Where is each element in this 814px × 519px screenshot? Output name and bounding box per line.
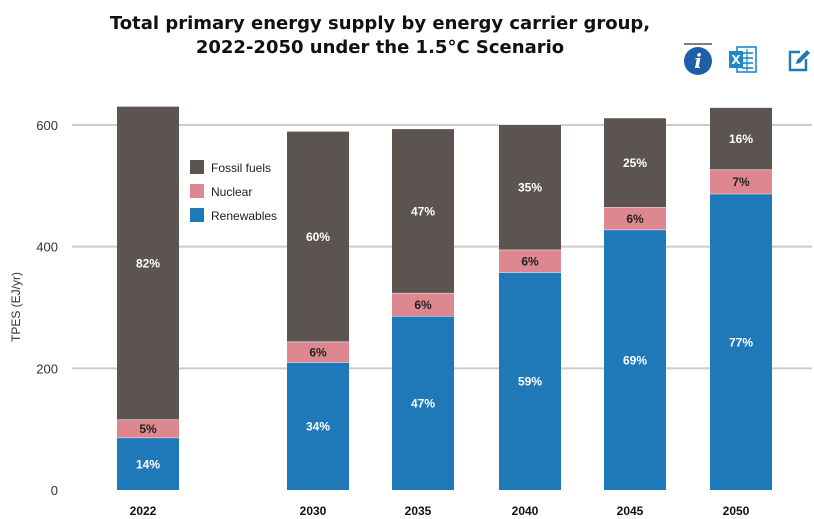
data-label: 7% [732,175,750,189]
excel-icon[interactable]: X [726,44,760,76]
x-tick-label: 2030 [300,504,327,518]
data-label: 5% [139,422,157,436]
legend-swatch-fossil-fuels [190,160,204,174]
data-label: 82% [136,256,160,270]
bar-renewables [117,437,179,490]
y-tick-label: 600 [36,118,58,133]
bar-renewables [604,229,666,490]
bar-fossil-fuels [392,128,454,293]
data-label: 59% [518,375,542,389]
data-label: 16% [729,132,753,146]
x-tick-label: 2022 [130,504,157,518]
chart-title-line-2: 2022-2050 under the 1.5°C Scenario [195,37,565,58]
chart-title: Total primary energy supply by energy ca… [60,12,700,60]
bar-nuclear [499,249,561,273]
data-label: 34% [306,420,330,434]
info-icon-glyph: i [694,49,702,73]
data-label: 14% [136,457,160,471]
data-label: 69% [623,353,647,367]
y-axis-label: TPES (EJ/yr) [9,272,23,342]
data-label: 6% [414,298,432,312]
data-label: 25% [623,156,647,170]
legend-label: Fossil fuels [211,161,271,175]
legend-label: Renewables [211,209,277,223]
excel-icon-glyph: X [731,53,741,67]
x-tick-label: 2035 [405,504,432,518]
y-tick-label: 400 [36,240,58,255]
legend-swatch-renewables [190,208,204,222]
x-tick-label: 2045 [617,504,644,518]
bar-fossil-fuels [117,106,179,420]
bar-renewables [710,193,772,490]
data-label: 35% [518,181,542,195]
bar-renewables [499,272,561,490]
data-label: 6% [521,254,539,268]
bar-fossil-fuels [710,107,772,170]
info-icon[interactable]: i [680,41,716,77]
data-label: 6% [626,212,644,226]
y-tick-label: 200 [36,361,58,376]
bar-fossil-fuels [499,124,561,250]
data-label: 47% [411,204,435,218]
x-tick-label: 2040 [512,504,539,518]
bar-renewables [392,316,454,490]
edit-icon[interactable] [784,46,812,74]
bar-renewables [287,362,349,490]
chart-title-line-1: Total primary energy supply by energy ca… [109,13,651,34]
y-tick-label: 0 [51,483,58,498]
x-tick-label: 2050 [723,504,750,518]
data-label: 47% [411,397,435,411]
legend-swatch-nuclear [190,184,204,198]
data-label: 60% [306,230,330,244]
data-label: 77% [729,335,753,349]
legend-label: Nuclear [211,185,252,199]
bar-nuclear [710,169,772,194]
data-label: 6% [309,345,327,359]
bar-fossil-fuels [604,117,666,208]
bar-nuclear [392,292,454,317]
bar-nuclear [604,207,666,230]
bar-nuclear [117,419,179,438]
bar-nuclear [287,341,349,363]
bar-fossil-fuels [287,131,349,342]
